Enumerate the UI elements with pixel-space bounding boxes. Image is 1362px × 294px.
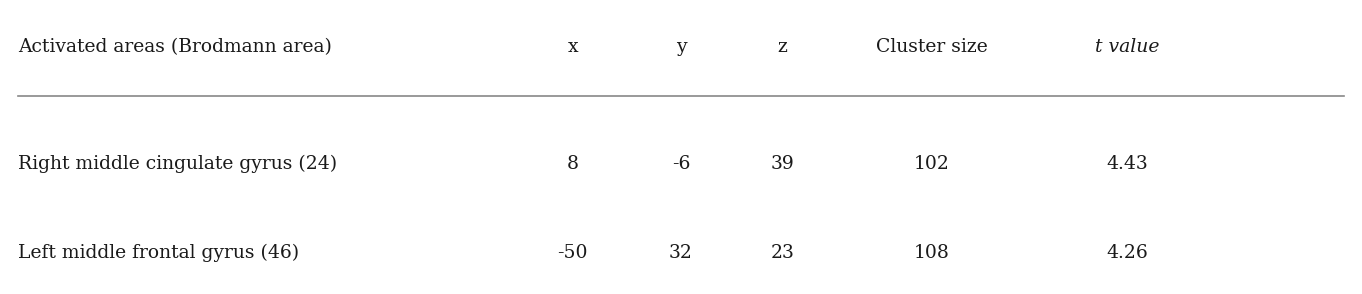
Text: Cluster size: Cluster size bbox=[876, 38, 987, 56]
Text: Activated areas (Brodmann area): Activated areas (Brodmann area) bbox=[18, 38, 331, 56]
Text: 4.26: 4.26 bbox=[1107, 244, 1148, 262]
Text: t value: t value bbox=[1095, 38, 1160, 56]
Text: 39: 39 bbox=[771, 155, 794, 173]
Text: 8: 8 bbox=[567, 155, 579, 173]
Text: Left middle frontal gyrus (46): Left middle frontal gyrus (46) bbox=[18, 243, 298, 262]
Text: -6: -6 bbox=[671, 155, 691, 173]
Text: Right middle cingulate gyrus (24): Right middle cingulate gyrus (24) bbox=[18, 155, 336, 173]
Text: x: x bbox=[568, 38, 577, 56]
Text: z: z bbox=[778, 38, 787, 56]
Text: -50: -50 bbox=[557, 244, 588, 262]
Text: 32: 32 bbox=[669, 244, 693, 262]
Text: 102: 102 bbox=[914, 155, 949, 173]
Text: 108: 108 bbox=[914, 244, 949, 262]
Text: 4.43: 4.43 bbox=[1107, 155, 1148, 173]
Text: y: y bbox=[676, 38, 686, 56]
Text: 23: 23 bbox=[771, 244, 794, 262]
